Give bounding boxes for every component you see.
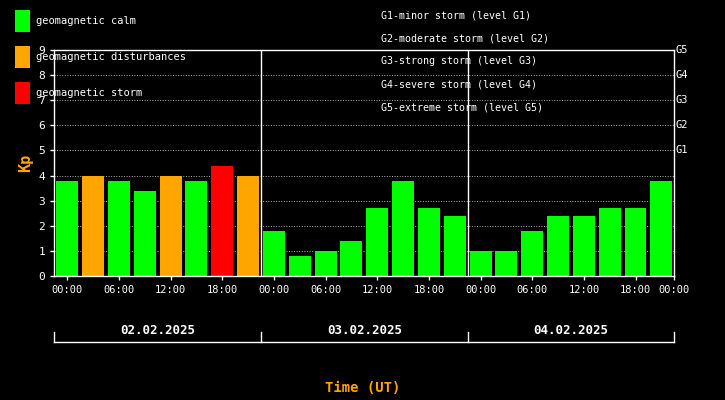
Y-axis label: Kp: Kp xyxy=(18,154,33,172)
Text: G3: G3 xyxy=(676,95,688,105)
Bar xyxy=(392,180,414,276)
Text: 02.02.2025: 02.02.2025 xyxy=(120,324,195,336)
Text: G2: G2 xyxy=(676,120,688,130)
Bar xyxy=(521,231,543,276)
Bar xyxy=(470,251,492,276)
Text: G2-moderate storm (level G2): G2-moderate storm (level G2) xyxy=(381,33,549,43)
Bar xyxy=(366,208,388,276)
Bar xyxy=(315,251,336,276)
Text: G4-severe storm (level G4): G4-severe storm (level G4) xyxy=(381,80,536,90)
Bar xyxy=(263,231,285,276)
Bar xyxy=(289,256,311,276)
Text: 03.02.2025: 03.02.2025 xyxy=(327,324,402,336)
Bar xyxy=(211,166,233,276)
Text: G3-strong storm (level G3): G3-strong storm (level G3) xyxy=(381,56,536,66)
Bar xyxy=(134,191,156,276)
Bar xyxy=(57,180,78,276)
Text: geomagnetic storm: geomagnetic storm xyxy=(36,88,143,98)
Bar xyxy=(160,176,181,276)
Text: 04.02.2025: 04.02.2025 xyxy=(534,324,608,336)
Bar xyxy=(237,176,259,276)
Bar xyxy=(82,176,104,276)
Bar xyxy=(547,216,569,276)
Bar xyxy=(599,208,621,276)
Text: geomagnetic disturbances: geomagnetic disturbances xyxy=(36,52,186,62)
Text: Time (UT): Time (UT) xyxy=(325,381,400,395)
Text: geomagnetic calm: geomagnetic calm xyxy=(36,16,136,26)
Bar xyxy=(341,241,362,276)
Bar xyxy=(418,208,440,276)
Text: G5-extreme storm (level G5): G5-extreme storm (level G5) xyxy=(381,103,542,113)
Text: G5: G5 xyxy=(676,45,688,55)
Bar xyxy=(495,251,518,276)
Bar xyxy=(573,216,594,276)
Bar xyxy=(186,180,207,276)
Bar xyxy=(624,208,647,276)
Text: G4: G4 xyxy=(676,70,688,80)
Bar xyxy=(108,180,130,276)
Text: G1: G1 xyxy=(676,146,688,156)
Bar xyxy=(444,216,465,276)
Bar xyxy=(650,180,672,276)
Text: G1-minor storm (level G1): G1-minor storm (level G1) xyxy=(381,10,531,20)
